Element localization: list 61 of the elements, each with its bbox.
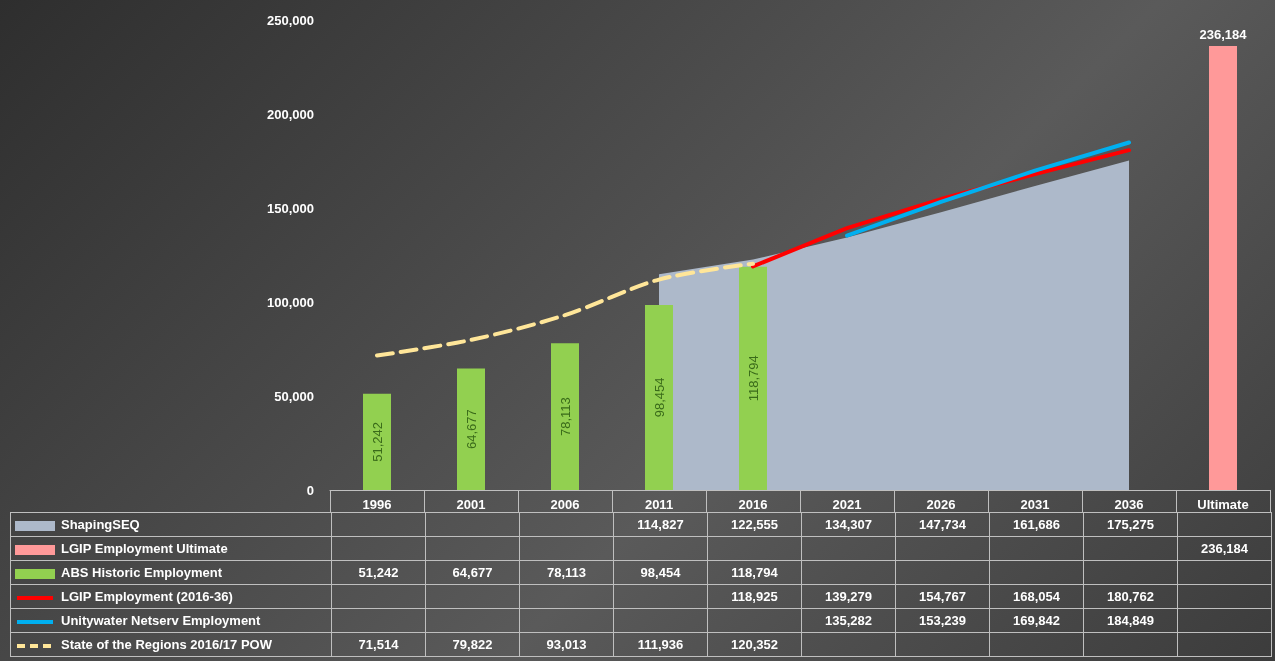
- text: 236,184: [1201, 541, 1248, 556]
- x-tick-label: 2006: [550, 497, 580, 512]
- x-tick-label: Ultimate: [1197, 497, 1249, 512]
- data-label: 139,279: [801, 584, 896, 609]
- bar: [645, 304, 673, 490]
- y-tick-label: 150,000: [267, 200, 314, 216]
- data-label: 154,767: [895, 584, 990, 609]
- text: 78,113: [557, 397, 573, 436]
- bar: [363, 393, 391, 490]
- data-label: 161,686: [989, 512, 1084, 537]
- data-label: 168,054: [989, 584, 1084, 609]
- data-label: 153,239: [895, 608, 990, 633]
- data-label: 51,242: [331, 560, 426, 585]
- bar: [739, 266, 767, 490]
- data-label: 122,555: [707, 512, 802, 537]
- legend-label: ShapingSEQ: [10, 512, 332, 537]
- text: 51,242: [369, 421, 385, 462]
- data-label: 98,454: [613, 560, 708, 585]
- y-tick-label: 0: [306, 482, 314, 498]
- x-tick-label: 2026: [926, 497, 956, 512]
- y-tick-label: 100,000: [267, 294, 314, 310]
- text: 118,794: [745, 355, 761, 402]
- data-label: 184,849: [1083, 608, 1178, 633]
- data-label: 236,184: [1199, 26, 1248, 42]
- bar: [457, 368, 485, 490]
- legend-label: State of the Regions 2016/17 POW: [10, 632, 332, 657]
- data-label: 118,794: [707, 560, 802, 585]
- data-label: 79,822: [425, 632, 520, 657]
- data-label: 78,113: [519, 560, 614, 585]
- x-tick-label: 2036: [1114, 497, 1144, 512]
- x-tick-label: 2021: [832, 497, 862, 512]
- x-tick-label: 2031: [1020, 497, 1050, 512]
- bar: [551, 343, 579, 490]
- y-tick-label: 50,000: [274, 388, 314, 404]
- data-label: 134,307: [801, 512, 896, 537]
- x-tick-label: 2016: [738, 497, 768, 512]
- data-label: 93,013: [519, 632, 614, 657]
- data-label: 175,275: [1083, 512, 1178, 537]
- legend-label: ABS Historic Employment: [10, 560, 332, 585]
- legend-label: Unitywater Netserv Employment: [10, 608, 332, 633]
- y-tick-label: 200,000: [267, 106, 314, 122]
- data-label: 135,282: [801, 608, 896, 633]
- bar: [1209, 45, 1237, 490]
- x-tick-label: 2001: [456, 497, 486, 512]
- line-series: [845, 140, 1131, 238]
- text: 98,454: [651, 377, 667, 418]
- x-tick-label: 1996: [362, 497, 392, 512]
- data-label: 147,734: [895, 512, 990, 537]
- data-label: 64,677: [425, 560, 520, 585]
- data-label: 118,925: [707, 584, 802, 609]
- data-label: 111,936: [613, 632, 708, 657]
- data-label: 169,842: [989, 608, 1084, 633]
- data-label: 180,762: [1083, 584, 1178, 609]
- data-label: 71,514: [331, 632, 426, 657]
- data-label: 114,827: [613, 512, 708, 537]
- legend-label: LGIP Employment Ultimate: [10, 536, 332, 561]
- y-tick-label: 250,000: [267, 12, 314, 28]
- legend-label: LGIP Employment (2016-36): [10, 584, 332, 609]
- data-label: 120,352: [707, 632, 802, 657]
- text: 64,677: [463, 409, 479, 450]
- x-tick-label: 2011: [644, 497, 674, 512]
